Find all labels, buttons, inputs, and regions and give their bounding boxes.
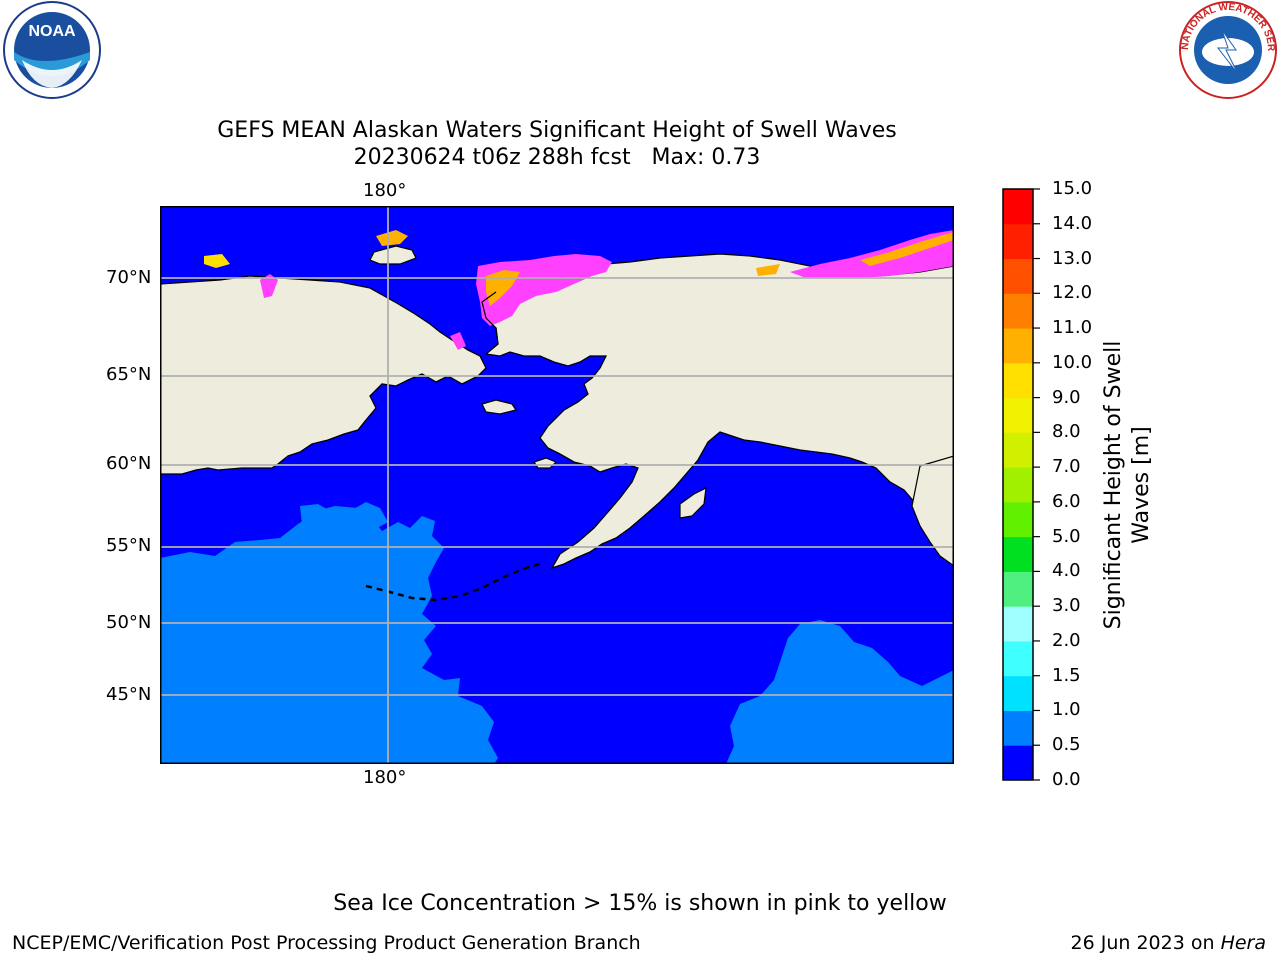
swell-region-0.5-1.0-central [300,502,388,548]
colorbar-tick-label: 0.5 [1052,734,1081,756]
colorbar-segment [1003,328,1033,364]
colorbar-tick-label: 15.0 [1052,178,1093,199]
colorbar-tick-label: 4.0 [1052,560,1081,582]
colorbar-segment [1003,675,1033,711]
lon-label-top: 180° [363,180,407,201]
colorbar-tick-label: 3.0 [1052,595,1081,617]
footer-branch: NCEP/EMC/Verification Post Processing Pr… [12,932,641,954]
chart-title-line2: 20230624 t06z 288h fcst Max: 0.73 [353,145,761,170]
colorbar-segment [1003,223,1033,260]
land-alaska [481,253,954,570]
sea-ice-note: Sea Ice Concentration > 15% is shown in … [333,891,947,916]
lat-label-65: 65°N [106,364,152,385]
colorbar-tick-label: 9.0 [1052,386,1081,408]
colorbar-tick-label: 8.0 [1052,421,1081,443]
swell-height-map [160,206,954,764]
colorbar-tick-label: 7.0 [1052,456,1081,478]
sea-ice-overlay [204,230,954,350]
colorbar-tick-label: 10.0 [1052,351,1093,373]
colorbar-segment [1003,536,1033,572]
colorbar-tick-label: 1.0 [1052,699,1081,721]
colorbar-segment [1003,293,1033,329]
colorbar-segment [1003,571,1033,607]
lon-label-bottom: 180° [363,767,407,788]
colorbar-segment [1003,397,1033,433]
land-kodiak-island [679,486,707,519]
nws-logo: NATIONAL WEATHER SERVICE [1178,0,1277,99]
colorbar-segment [1003,710,1033,746]
map-graticule [160,206,954,764]
map-frame [160,206,954,764]
colorbar-tick-label: 2.0 [1052,629,1081,651]
noaa-logo-text: NOAA [28,23,76,40]
land-canada-coast [911,455,954,567]
lat-label-45: 45°N [106,684,152,705]
colorbar [1002,188,1040,781]
lat-label-60: 60°N [106,453,152,474]
colorbar-segment [1003,467,1033,503]
land-chukotka [160,275,487,475]
colorbar-tick-label: 6.0 [1052,490,1081,512]
colorbar-frame [1002,188,1034,781]
colorbar-tick-label: 13.0 [1052,247,1093,269]
colorbar-segment [1003,640,1033,677]
chart-title-line1: GEFS MEAN Alaskan Waters Significant Hei… [217,118,897,143]
colorbar-segment [1003,362,1033,399]
colorbar-tick-label: 14.0 [1052,212,1093,234]
colorbar-segment [1003,189,1033,225]
lat-label-50: 50°N [106,612,152,633]
lat-label-55: 55°N [106,535,152,556]
colorbar-label: Significant Height of Swell Waves [m] [1101,340,1154,630]
colorbar-tick-label: 5.0 [1052,525,1081,547]
colorbar-segment [1003,501,1033,538]
colorbar-tick-label: 0.0 [1052,769,1081,790]
swell-region-0.5-1.0-east [726,620,954,764]
noaa-logo: NOAA [3,1,101,99]
colorbar-tick-label: 11.0 [1052,317,1093,339]
footer-date-text: 26 Jun 2023 on [1070,932,1221,954]
colorbar-segment [1003,606,1033,642]
land-st-lawrence-island [481,399,517,415]
land-wrangel-island [369,245,417,265]
footer-date: 26 Jun 2023 on Hera [1071,932,1266,954]
footer-machine: Hera [1220,932,1266,954]
colorbar-segment [1003,258,1033,294]
colorbar-tick-label: 1.5 [1052,664,1081,686]
lat-label-70: 70°N [106,267,152,288]
swell-region-0.5-1.0-west [160,506,498,764]
colorbar-segment [1003,432,1033,468]
colorbar-segment [1003,745,1033,781]
colorbar-tick-label: 12.0 [1052,282,1093,304]
